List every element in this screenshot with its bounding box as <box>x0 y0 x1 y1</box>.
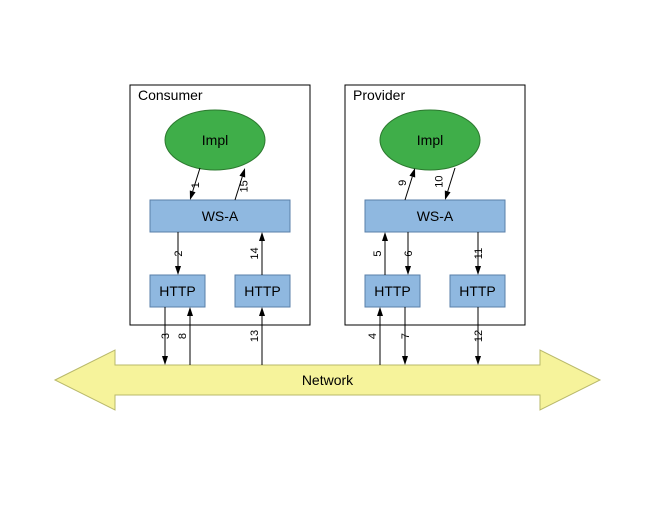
arrow-10-head <box>445 191 451 200</box>
diagram-canvas: Network Consumer Provider Impl Impl WS-A WS-A H… <box>0 0 660 510</box>
arrow-11-label: 11 <box>473 248 485 259</box>
box-label-http-p-right: HTTP <box>459 283 496 299</box>
arrow-5-label: 5 <box>372 250 384 256</box>
arrow-2-label: 2 <box>173 250 185 256</box>
box-label-http-c-right: HTTP <box>244 283 281 299</box>
arrow-15-head <box>239 168 245 177</box>
ellipse-label-impl-consumer: Impl <box>202 132 228 148</box>
container-label-provider: Provider <box>353 87 405 103</box>
arrow-12-head <box>475 356 481 365</box>
box-label-wsa-consumer: WS-A <box>202 208 239 224</box>
network-label: Network <box>302 372 354 388</box>
arrow-2-head <box>175 266 181 275</box>
arrow-9-head <box>409 168 415 177</box>
arrow-8-label: 8 <box>177 333 189 339</box>
arrow-13-head <box>259 307 265 316</box>
arrow-13-label: 13 <box>249 330 261 342</box>
box-label-http-p-left: HTTP <box>374 283 411 299</box>
arrow-15-label: 15 <box>239 180 251 192</box>
container-label-consumer: Consumer <box>138 87 203 103</box>
arrow-14-head <box>259 232 265 241</box>
arrow-14-label: 14 <box>249 247 261 259</box>
arrow-8-head <box>187 307 193 316</box>
ellipse-label-impl-provider: Impl <box>417 132 443 148</box>
box-label-http-c-left: HTTP <box>159 283 196 299</box>
arrow-7-head <box>402 356 408 365</box>
arrow-12-label: 12 <box>473 330 485 342</box>
arrow-1-head <box>190 191 196 200</box>
arrow-5-head <box>382 232 388 241</box>
arrow-1-label: 1 <box>190 182 202 188</box>
arrow-9-label: 9 <box>397 180 409 186</box>
arrow-6-head <box>405 266 411 275</box>
arrow-3-head <box>162 356 168 365</box>
arrow-6-label: 6 <box>403 250 415 256</box>
arrow-4-head <box>377 307 383 316</box>
arrow-7-label: 7 <box>400 333 412 339</box>
arrow-3-label: 3 <box>160 333 172 339</box>
arrow-10-label: 10 <box>433 175 445 187</box>
arrow-11-head <box>475 266 481 275</box>
box-label-wsa-provider: WS-A <box>417 208 454 224</box>
arrow-4-label: 4 <box>367 333 379 339</box>
arrow-10-shaft <box>448 168 455 191</box>
